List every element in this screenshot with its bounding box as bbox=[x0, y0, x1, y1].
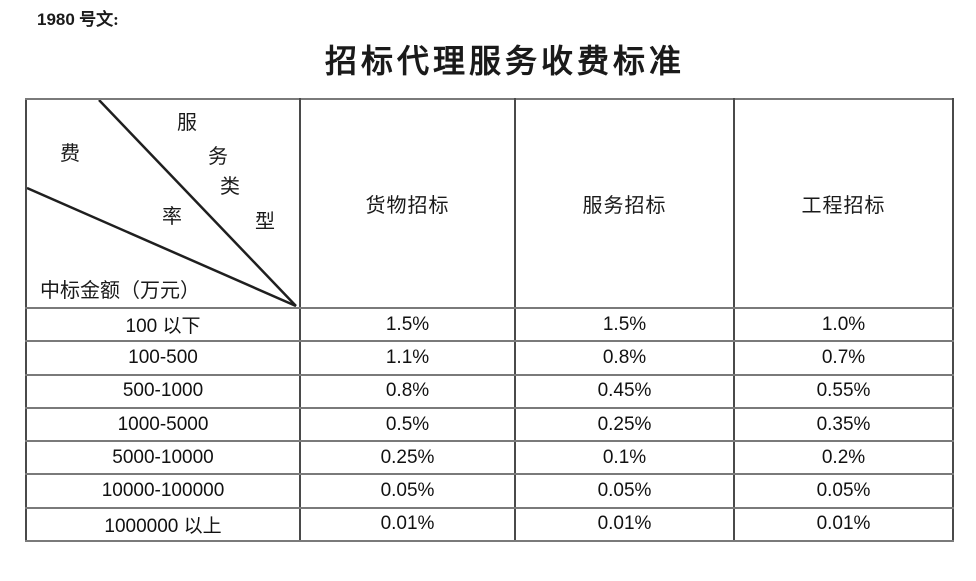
table-row: 10000-100000 0.05% 0.05% 0.05% bbox=[25, 473, 954, 509]
cell-service-rate: 1.5% bbox=[514, 306, 735, 343]
row-header-amount-range: 100 以下 bbox=[25, 306, 301, 343]
row-header-amount-range: 500-1000 bbox=[25, 373, 301, 409]
cell-goods-rate: 0.8% bbox=[299, 373, 516, 409]
table-row: 1000-5000 0.5% 0.25% 0.35% bbox=[25, 406, 954, 443]
cell-goods-rate: 0.01% bbox=[299, 506, 516, 543]
cell-goods-rate: 1.5% bbox=[299, 306, 516, 343]
cell-service-rate: 0.8% bbox=[514, 340, 735, 376]
fee-table: 费 率 服 务 类 型 中标金额（万元） 货物招标 服务招标 工程招标 100 … bbox=[25, 98, 954, 543]
row-header-amount-range: 1000-5000 bbox=[25, 406, 301, 443]
amount-axis-label: 中标金额（万元） bbox=[40, 280, 200, 302]
cell-goods-rate: 0.25% bbox=[299, 440, 516, 476]
corner-char-fee: 费 bbox=[60, 143, 80, 165]
cell-service-rate: 0.25% bbox=[514, 406, 735, 443]
table-row: 100-500 1.1% 0.8% 0.7% bbox=[25, 340, 954, 376]
corner-char-service-type-1: 服 bbox=[177, 112, 197, 134]
cell-goods-rate: 0.05% bbox=[299, 473, 516, 509]
corner-char-service-type-3: 类 bbox=[220, 176, 240, 198]
cell-works-rate: 0.2% bbox=[733, 440, 954, 476]
doc-number-label: 1980 号文: bbox=[37, 5, 119, 30]
row-header-amount-range: 100-500 bbox=[25, 340, 301, 376]
column-header-service-bidding: 服务招标 bbox=[514, 98, 735, 309]
page-title: 招标代理服务收费标准 bbox=[324, 43, 685, 79]
cell-works-rate: 0.05% bbox=[733, 473, 954, 509]
cell-service-rate: 0.01% bbox=[514, 506, 735, 543]
cell-works-rate: 0.55% bbox=[733, 373, 954, 409]
corner-char-rate: 率 bbox=[162, 206, 182, 228]
row-header-amount-range: 10000-100000 bbox=[25, 473, 301, 509]
table-header-row: 费 率 服 务 类 型 中标金额（万元） 货物招标 服务招标 工程招标 bbox=[25, 98, 954, 309]
table-row: 1000000 以上 0.01% 0.01% 0.01% bbox=[25, 506, 954, 543]
table-row: 100 以下 1.5% 1.5% 1.0% bbox=[25, 306, 954, 343]
row-header-amount-range: 1000000 以上 bbox=[25, 506, 301, 543]
corner-char-service-type-2: 务 bbox=[208, 146, 228, 168]
table-row: 5000-10000 0.25% 0.1% 0.2% bbox=[25, 440, 954, 476]
cell-service-rate: 0.45% bbox=[514, 373, 735, 409]
doc-number: 1980 bbox=[37, 10, 75, 29]
cell-works-rate: 0.35% bbox=[733, 406, 954, 443]
table-row: 500-1000 0.8% 0.45% 0.55% bbox=[25, 373, 954, 409]
column-header-goods-bidding: 货物招标 bbox=[299, 98, 516, 309]
cell-works-rate: 0.7% bbox=[733, 340, 954, 376]
doc-number-suffix: 号文: bbox=[79, 10, 119, 29]
row-header-amount-range: 5000-10000 bbox=[25, 440, 301, 476]
cell-works-rate: 1.0% bbox=[733, 306, 954, 343]
column-header-works-bidding: 工程招标 bbox=[733, 98, 954, 309]
cell-service-rate: 0.05% bbox=[514, 473, 735, 509]
cell-goods-rate: 0.5% bbox=[299, 406, 516, 443]
cell-goods-rate: 1.1% bbox=[299, 340, 516, 376]
corner-char-service-type-4: 型 bbox=[255, 211, 275, 233]
cell-service-rate: 0.1% bbox=[514, 440, 735, 476]
table-corner-cell: 费 率 服 务 类 型 中标金额（万元） bbox=[25, 98, 301, 309]
title-container: 招标代理服务收费标准 bbox=[34, 42, 976, 80]
cell-works-rate: 0.01% bbox=[733, 506, 954, 543]
diagonal-divider-lines bbox=[27, 100, 297, 307]
